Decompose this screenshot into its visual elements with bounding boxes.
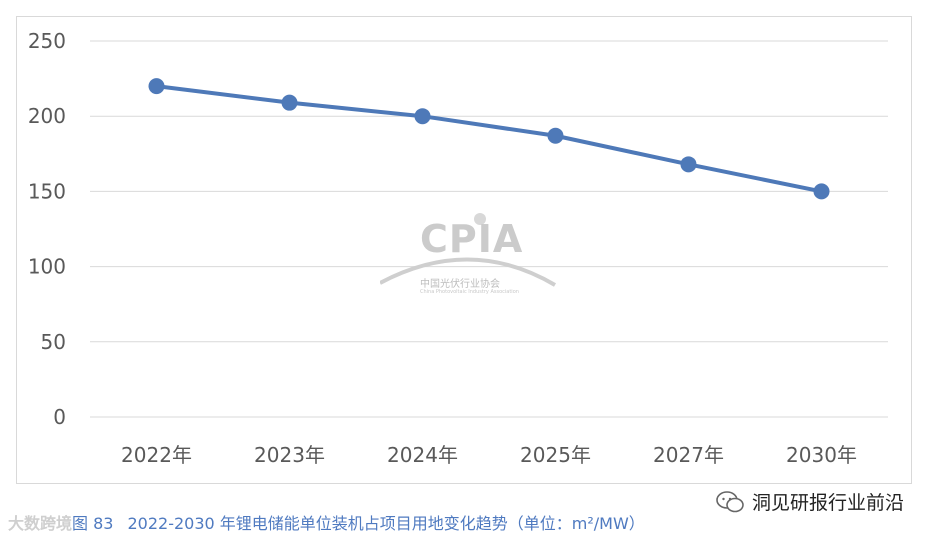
grid-lines [90, 40, 888, 418]
y-tick-label: 50 [41, 330, 66, 354]
y-tick-label: 200 [28, 104, 66, 128]
figure-title: 2022-2030 年锂电储能单位装机占项目用地变化趋势（单位：m²/MW） [127, 514, 645, 533]
series [148, 78, 830, 200]
data-point [414, 108, 431, 125]
cpia-watermark: CPIA 中国光伏行业协会 China Photovoltaic Industr… [380, 205, 560, 300]
brand-mark: 洞见研报行业前沿 [716, 488, 904, 515]
figure-caption: 大数跨境图 83 2022-2030 年锂电储能单位装机占项目用地变化趋势（单位：… [8, 510, 645, 534]
x-tick-label: 2025年 [520, 443, 591, 467]
x-tick-label: 2022年 [121, 443, 192, 467]
y-tick-label: 150 [28, 179, 66, 203]
x-axis-ticks: 2022年 2023年 2024年 2025年 2027年 2030年 [121, 443, 857, 467]
data-point [680, 156, 697, 173]
sun-arc-icon [380, 213, 557, 287]
chart-frame [16, 16, 912, 484]
data-point [547, 127, 564, 144]
watermark-cn: 中国光伏行业协会 [420, 279, 500, 290]
y-tick-label: 250 [28, 29, 66, 53]
data-point [281, 94, 298, 111]
y-tick-label: 100 [28, 255, 66, 279]
x-tick-label: 2023年 [254, 443, 325, 467]
data-point [148, 78, 165, 95]
figure-number: 图 83 [72, 514, 114, 533]
watermark-logo: CPIA [420, 217, 524, 261]
series-line [156, 84, 822, 194]
x-tick-label: 2027年 [653, 443, 724, 467]
x-tick-label: 2030年 [786, 443, 857, 467]
brand-name: 洞见研报行业前沿 [751, 492, 904, 514]
source-mark: 大数跨境 [8, 514, 73, 533]
y-tick-label: 0 [53, 405, 66, 429]
watermark-en: China Photovoltaic Industry Association [420, 289, 519, 295]
y-axis-ticks: 0 50 100 150 200 250 [28, 29, 66, 429]
data-point [813, 183, 830, 200]
wechat-icon [716, 490, 744, 512]
x-tick-label: 2024年 [387, 443, 458, 467]
